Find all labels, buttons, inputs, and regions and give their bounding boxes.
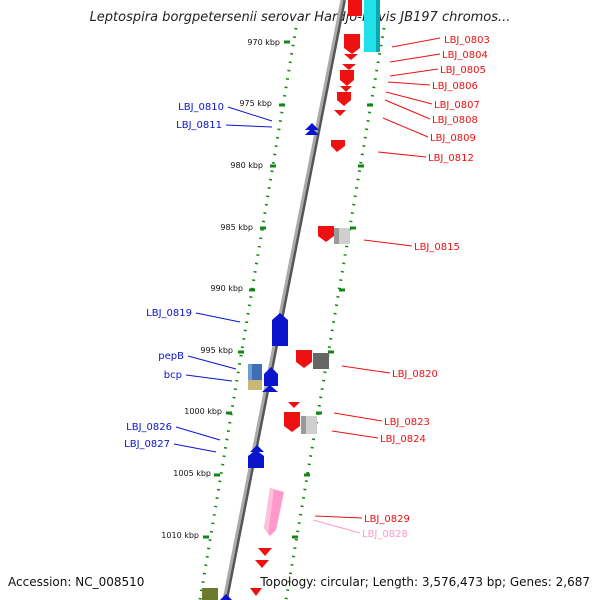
gene-arrow-lbj-0809	[334, 110, 346, 116]
grey-gene-features[interactable]	[301, 228, 350, 434]
gene-label-lbj-0804[interactable]: LBJ_0804	[442, 50, 488, 61]
left-connectors	[173, 106, 273, 453]
kbp-label: 1000 kbp	[184, 407, 222, 416]
gene-feature-shade	[376, 0, 380, 52]
gene-arrow-lbj-0808	[337, 92, 351, 106]
gene-arrow-lbj-0827	[248, 450, 264, 468]
kbp-label: 1005 kbp	[173, 469, 211, 478]
gene-block-shade	[334, 228, 339, 244]
gene-arrow-lbj-0823a	[288, 402, 300, 408]
accession-text: Accession: NC_008510	[8, 575, 145, 589]
gene-label-lbj-0823[interactable]: LBJ_0823	[384, 417, 430, 428]
kbp-label: 990 kbp	[210, 284, 243, 293]
gene-feature[interactable]	[348, 0, 362, 16]
gene-arrow-lbj-0810	[305, 123, 319, 130]
backbone-shadow	[224, 0, 346, 600]
backbone	[222, 0, 344, 600]
gene-arrow-lbj-0823	[284, 412, 300, 432]
kbp-label: 1010 kbp	[161, 531, 199, 540]
left-tick-track	[198, 27, 298, 600]
summary-text: Topology: circular; Length: 3,576,473 bp…	[260, 575, 590, 589]
gene-arrow-lbj-0806	[340, 70, 354, 86]
gene-arrow	[250, 588, 262, 596]
gene-label-bcp[interactable]: bcp	[164, 370, 182, 381]
gene-arrow-lbj-0820	[296, 350, 312, 368]
gene-label-pepb[interactable]: pepB	[158, 351, 184, 362]
gene-arrow	[258, 548, 272, 556]
gene-block	[313, 353, 329, 369]
right-connectors	[314, 37, 441, 519]
gene-label-lbj-0806[interactable]: LBJ_0806	[432, 81, 478, 92]
gene-label-lbj-0826[interactable]: LBJ_0826	[126, 422, 172, 433]
gene-label-lbj-0827[interactable]: LBJ_0827	[124, 439, 170, 450]
kbp-label: 980 kbp	[230, 161, 263, 170]
gene-label-lbj-0803[interactable]: LBJ_0803	[444, 35, 490, 46]
gene-block-pepb[interactable]	[248, 364, 262, 390]
kbp-label: 995 kbp	[200, 346, 233, 355]
gene-arrow-lbj-0812	[331, 140, 345, 152]
gene-label-lbj-0812[interactable]: LBJ_0812	[428, 153, 474, 164]
gene-arrow-lbj-0829[interactable]	[264, 488, 284, 536]
kbp-label: 985 kbp	[220, 223, 253, 232]
gene-arrow-lbj-0807	[340, 86, 352, 92]
gene-arrow-lbj-0811	[305, 128, 319, 135]
gene-arrow-lbj-0826	[250, 445, 264, 452]
gene-arrow-bcp	[264, 367, 278, 386]
map-title: Leptospira borgpetersenii serovar Hardjo…	[89, 10, 511, 25]
gene-arrow	[255, 560, 269, 568]
gene-label-lbj-0808[interactable]: LBJ_0808	[432, 115, 478, 126]
gene-label-lbj-0811[interactable]: LBJ_0811	[176, 120, 222, 131]
gene-label-lbj-0824[interactable]: LBJ_0824	[380, 434, 426, 445]
gene-arrow	[220, 594, 232, 600]
major-ticks	[203, 40, 378, 539]
gene-label-lbj-0820[interactable]: LBJ_0820	[392, 369, 438, 380]
gene-label-lbj-0828[interactable]: LBJ_0828	[362, 529, 408, 540]
kbp-label: 970 kbp	[247, 38, 280, 47]
gene-arrow-lbj-0819	[272, 313, 288, 346]
right-tick-track	[284, 27, 386, 600]
gene-arrow-lbj-0815	[318, 226, 334, 242]
gene-label-lbj-0810[interactable]: LBJ_0810	[178, 102, 224, 113]
gene-block[interactable]	[202, 588, 218, 600]
gene-arrow	[262, 385, 278, 392]
gene-arrow-lbj-0804	[344, 54, 358, 60]
gene-label-lbj-0815[interactable]: LBJ_0815	[414, 242, 460, 253]
left-gene-features[interactable]	[220, 123, 319, 600]
connector-lbj-0828	[312, 519, 361, 534]
gene-label-lbj-0809[interactable]: LBJ_0809	[430, 133, 476, 144]
gene-block-shade	[301, 416, 306, 434]
gene-label-lbj-0819[interactable]: LBJ_0819	[146, 308, 192, 319]
gene-arrow-lbj-0803	[344, 34, 360, 54]
gene-label-lbj-0807[interactable]: LBJ_0807	[434, 100, 480, 111]
right-gene-features[interactable]	[250, 34, 360, 596]
kbp-label: 975 kbp	[239, 99, 272, 108]
gene-arrow-lbj-0805	[342, 64, 356, 70]
gene-label-lbj-0805[interactable]: LBJ_0805	[440, 65, 486, 76]
gene-label-lbj-0829[interactable]: LBJ_0829	[364, 514, 410, 525]
